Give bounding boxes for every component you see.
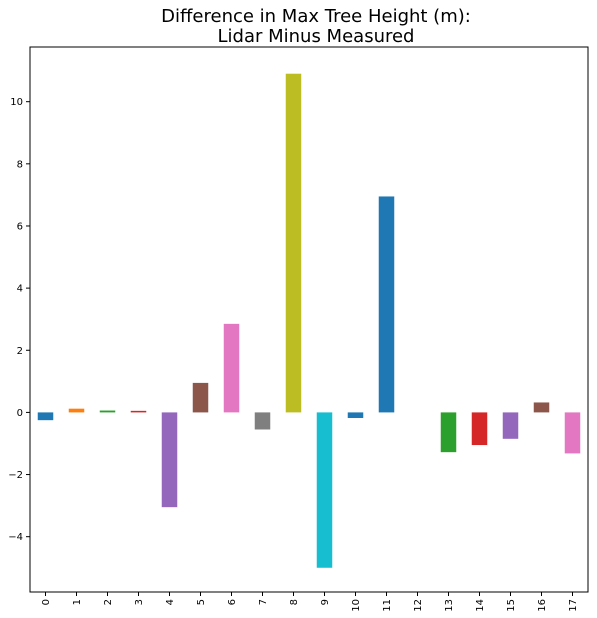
- bar-14: [471, 412, 488, 446]
- y-tick-label: 0: [17, 408, 23, 419]
- x-tick-label: 13: [444, 599, 455, 612]
- y-tick-label: 4: [17, 284, 23, 295]
- x-tick-label: 6: [227, 599, 238, 605]
- chart-title-line-1: Difference in Max Tree Height (m):: [161, 6, 471, 27]
- bar-1: [68, 408, 85, 413]
- x-tick-label: 2: [103, 599, 114, 605]
- y-tick-label: −2: [8, 470, 23, 481]
- bar-11: [378, 196, 395, 413]
- plot-frame: [29, 46, 589, 593]
- x-tick-label: 8: [289, 599, 300, 605]
- bar-2: [99, 410, 116, 413]
- x-tick-label: 10: [351, 599, 362, 612]
- bar-15: [502, 412, 519, 439]
- bar-4: [161, 412, 178, 508]
- y-tick-label: −4: [8, 532, 23, 543]
- bar-16: [533, 402, 550, 413]
- bar-7: [254, 412, 271, 430]
- y-tick-label: 8: [17, 159, 23, 170]
- bar-0: [37, 412, 54, 421]
- x-tick-label: 0: [41, 599, 52, 605]
- x-tick-label: 15: [506, 599, 517, 612]
- x-tick-label: 9: [320, 599, 331, 605]
- x-tick-label: 11: [382, 599, 393, 612]
- x-tick-label: 1: [72, 599, 83, 605]
- x-tick-label: 12: [413, 599, 424, 612]
- bars-group: [37, 73, 581, 568]
- x-tick-label: 4: [165, 599, 176, 605]
- y-axis: −4 −2 0 2 4 6 8 10: [8, 97, 30, 543]
- y-tick-label: 10: [10, 97, 23, 108]
- x-tick-label: 7: [258, 599, 269, 605]
- bar-5: [192, 382, 209, 413]
- x-tick-label: 5: [196, 599, 207, 605]
- x-tick-label: 3: [134, 599, 145, 605]
- bar-13: [440, 412, 457, 453]
- x-tick-label: 17: [568, 599, 579, 612]
- x-tick-label: 14: [475, 599, 486, 612]
- x-tick-label: 16: [537, 599, 548, 612]
- bar-9: [316, 412, 333, 568]
- chart-title-line-2: Lidar Minus Measured: [218, 26, 415, 47]
- bar-17: [564, 412, 581, 454]
- bar-3: [130, 410, 147, 413]
- bar-8: [285, 73, 302, 413]
- x-axis: 0 1 2 3 4 5 6 7 8 9 10 11 12 13 14 15 16 17: [41, 592, 579, 612]
- y-tick-label: 6: [17, 221, 23, 232]
- bar-10: [347, 412, 364, 418]
- y-tick-label: 2: [17, 346, 23, 357]
- bar-6: [223, 323, 240, 413]
